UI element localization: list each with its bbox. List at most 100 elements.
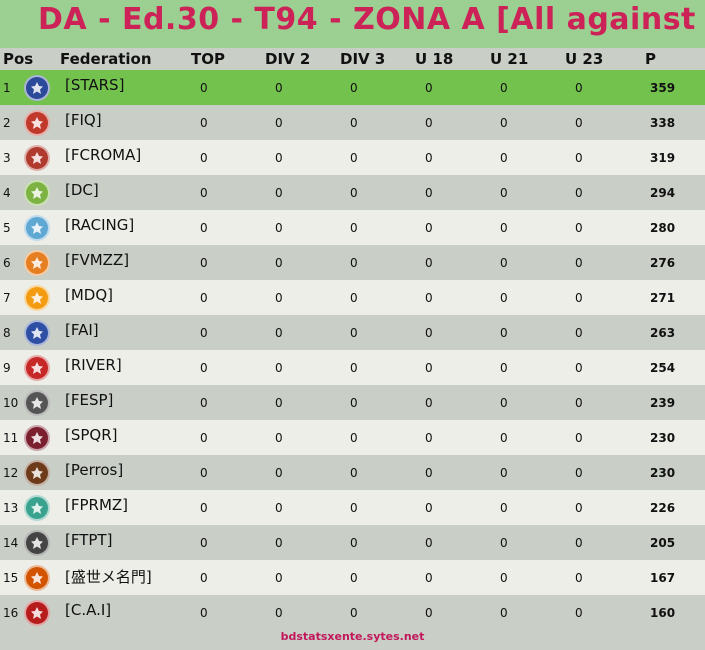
fvmzz-crest-icon bbox=[24, 250, 50, 276]
cell-points: 338 bbox=[650, 116, 676, 130]
federation-link[interactable]: [FESP] bbox=[65, 391, 114, 409]
row-pos: 15 bbox=[3, 571, 19, 585]
row-pos: 8 bbox=[3, 326, 11, 340]
federation-link[interactable]: [FTPT] bbox=[65, 531, 113, 549]
cell-u23: 0 bbox=[575, 536, 583, 550]
cell-div3: 0 bbox=[350, 606, 358, 620]
cell-div3: 0 bbox=[350, 116, 358, 130]
cell-points: 319 bbox=[650, 151, 676, 165]
cell-top: 0 bbox=[200, 606, 208, 620]
table-row: 11 [SPQR] 0 0 0 0 0 0 230 bbox=[0, 420, 705, 455]
footer-link[interactable]: bdstatsxente.sytes.net bbox=[280, 630, 425, 643]
cell-div3: 0 bbox=[350, 536, 358, 550]
cell-div2: 0 bbox=[275, 536, 283, 550]
federation-link[interactable]: [MDQ] bbox=[65, 286, 114, 304]
federation-link[interactable]: [FCROMA] bbox=[65, 146, 142, 164]
cell-div3: 0 bbox=[350, 256, 358, 270]
cell-u21: 0 bbox=[500, 186, 508, 200]
row-pos: 6 bbox=[3, 256, 11, 270]
cell-div3: 0 bbox=[350, 466, 358, 480]
federation-link[interactable]: [DC] bbox=[65, 181, 99, 199]
cell-u21: 0 bbox=[500, 571, 508, 585]
row-pos: 3 bbox=[3, 151, 11, 165]
header-p: P bbox=[645, 50, 656, 68]
cell-top: 0 bbox=[200, 116, 208, 130]
federation-link[interactable]: [RACING] bbox=[65, 216, 135, 234]
cell-div2: 0 bbox=[275, 396, 283, 410]
header-pos: Pos bbox=[3, 50, 34, 68]
cell-u21: 0 bbox=[500, 396, 508, 410]
cell-top: 0 bbox=[200, 326, 208, 340]
cell-u23: 0 bbox=[575, 151, 583, 165]
cell-div2: 0 bbox=[275, 116, 283, 130]
dc-badge-icon bbox=[24, 180, 50, 206]
table-row: 9 [RIVER] 0 0 0 0 0 0 254 bbox=[0, 350, 705, 385]
cell-div2: 0 bbox=[275, 186, 283, 200]
fiq-shield-icon bbox=[24, 110, 50, 136]
federation-link[interactable]: [盛世メ名門] bbox=[65, 568, 152, 586]
cell-points: 263 bbox=[650, 326, 676, 340]
cell-u21: 0 bbox=[500, 466, 508, 480]
federation-link[interactable]: [FIQ] bbox=[65, 111, 102, 129]
federation-link[interactable]: [C.A.I] bbox=[65, 601, 112, 619]
cai-crest-icon bbox=[24, 600, 50, 626]
river-crest-icon bbox=[24, 355, 50, 381]
federation-link[interactable]: [FVMZZ] bbox=[65, 251, 130, 269]
mdq-crest-icon bbox=[24, 285, 50, 311]
cell-div2: 0 bbox=[275, 326, 283, 340]
cell-u23: 0 bbox=[575, 396, 583, 410]
ftpt-crest-icon bbox=[24, 530, 50, 556]
title-bar: DA - Ed.30 - T94 - ZONA A [All against a… bbox=[0, 0, 705, 48]
cell-div2: 0 bbox=[275, 256, 283, 270]
cell-u21: 0 bbox=[500, 151, 508, 165]
star-badge-icon bbox=[24, 75, 50, 101]
cell-div2: 0 bbox=[275, 361, 283, 375]
cell-u21: 0 bbox=[500, 326, 508, 340]
cell-u23: 0 bbox=[575, 361, 583, 375]
cell-points: 226 bbox=[650, 501, 676, 515]
cell-u23: 0 bbox=[575, 501, 583, 515]
header-top: TOP bbox=[191, 50, 225, 68]
table-row: 8 [FAI] 0 0 0 0 0 0 263 bbox=[0, 315, 705, 350]
standings-table: 1 [STARS] 0 0 0 0 0 0 359 2 [FIQ] 0 0 0 0 0 0 338 3 [FCROMA… bbox=[0, 70, 705, 630]
table-row: 13 [FPRMZ] 0 0 0 0 0 0 226 bbox=[0, 490, 705, 525]
federation-link[interactable]: [Perros] bbox=[65, 461, 124, 479]
cell-u21: 0 bbox=[500, 221, 508, 235]
cell-u21: 0 bbox=[500, 431, 508, 445]
cell-u18: 0 bbox=[425, 606, 433, 620]
cell-u18: 0 bbox=[425, 186, 433, 200]
cell-div3: 0 bbox=[350, 361, 358, 375]
cell-div3: 0 bbox=[350, 151, 358, 165]
table-row: 12 [Perros] 0 0 0 0 0 0 230 bbox=[0, 455, 705, 490]
cell-div3: 0 bbox=[350, 326, 358, 340]
federation-link[interactable]: [STARS] bbox=[65, 76, 125, 94]
row-pos: 12 bbox=[3, 466, 19, 480]
cell-top: 0 bbox=[200, 81, 208, 95]
cell-u18: 0 bbox=[425, 396, 433, 410]
row-pos: 1 bbox=[3, 81, 11, 95]
cell-top: 0 bbox=[200, 151, 208, 165]
row-pos: 11 bbox=[3, 431, 19, 445]
federation-link[interactable]: [FPRMZ] bbox=[65, 496, 129, 514]
cell-div2: 0 bbox=[275, 466, 283, 480]
cell-points: 359 bbox=[650, 81, 676, 95]
federation-link[interactable]: [FAI] bbox=[65, 321, 99, 339]
cell-u21: 0 bbox=[500, 536, 508, 550]
federation-link[interactable]: [RIVER] bbox=[65, 356, 122, 374]
cell-div2: 0 bbox=[275, 221, 283, 235]
cell-div2: 0 bbox=[275, 501, 283, 515]
row-pos: 10 bbox=[3, 396, 19, 410]
cell-div2: 0 bbox=[275, 151, 283, 165]
row-pos: 4 bbox=[3, 186, 11, 200]
fesp-crest-icon bbox=[24, 390, 50, 416]
header-u18: U 18 bbox=[415, 50, 454, 68]
cell-points: 230 bbox=[650, 431, 676, 445]
cell-top: 0 bbox=[200, 466, 208, 480]
cell-top: 0 bbox=[200, 186, 208, 200]
row-pos: 5 bbox=[3, 221, 11, 235]
table-row: 6 [FVMZZ] 0 0 0 0 0 0 276 bbox=[0, 245, 705, 280]
federation-link[interactable]: [SPQR] bbox=[65, 426, 118, 444]
cell-top: 0 bbox=[200, 361, 208, 375]
cell-div2: 0 bbox=[275, 291, 283, 305]
cell-top: 0 bbox=[200, 396, 208, 410]
